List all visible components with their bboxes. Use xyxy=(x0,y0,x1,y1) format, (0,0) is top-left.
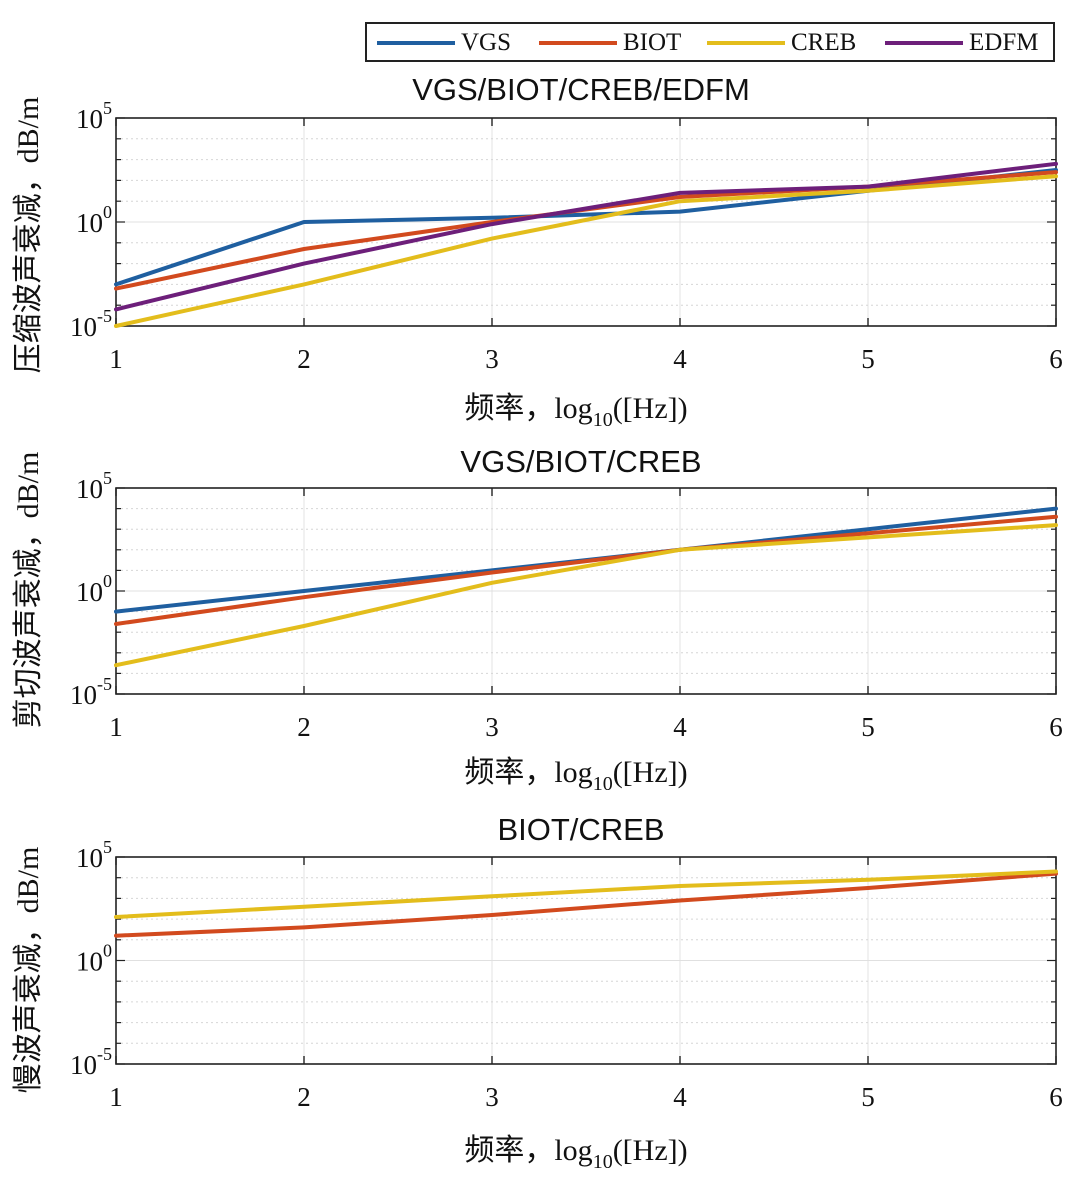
series-line-biot xyxy=(114,514,1058,626)
y-tick-label: 100 xyxy=(76,941,112,977)
y-tick-base: 10 xyxy=(76,947,103,977)
y-tick-base: 10 xyxy=(76,843,103,873)
x-axis-label-main: 频率，log xyxy=(464,1134,592,1167)
x-tick-label: 2 xyxy=(297,1082,311,1112)
x-tick-label: 1 xyxy=(109,1082,123,1112)
y-tick-base: 10 xyxy=(76,208,103,238)
x-tick-label: 6 xyxy=(1049,1082,1063,1112)
x-axis-label-unit: ([Hz]) xyxy=(613,756,688,789)
y-tick-exponent: 5 xyxy=(103,98,112,118)
x-axis-label-main: 频率，log xyxy=(464,756,592,789)
y-tick-exponent: -5 xyxy=(97,674,112,694)
y-tick-exponent: 5 xyxy=(103,468,112,488)
y-axis-label: 剪切波声衰减，dB/m xyxy=(12,452,45,729)
y-tick-base: 10 xyxy=(76,577,103,607)
legend-label-vgs: VGS xyxy=(461,29,512,56)
series-line-creb xyxy=(114,869,1058,919)
chart-title: VGS/BIOT/CREB xyxy=(460,444,701,479)
legend-label-creb: CREB xyxy=(791,29,857,56)
x-axis-label-subscript: 10 xyxy=(593,409,613,431)
y-tick-label: 105 xyxy=(76,837,112,873)
x-axis-label-main: 频率，log xyxy=(464,392,592,425)
x-tick-label: 2 xyxy=(297,712,311,742)
series-line-biot xyxy=(114,871,1058,938)
x-tick-label: 5 xyxy=(861,344,875,374)
y-tick-label: 105 xyxy=(76,468,112,504)
chart-title: VGS/BIOT/CREB/EDFM xyxy=(412,72,750,107)
y-tick-exponent: 0 xyxy=(103,941,112,961)
x-axis-label-unit: ([Hz]) xyxy=(613,1134,688,1167)
y-tick-label: 100 xyxy=(76,202,112,238)
x-tick-label: 4 xyxy=(673,1082,687,1112)
y-tick-base: 10 xyxy=(76,474,103,504)
x-tick-label: 2 xyxy=(297,344,311,374)
x-tick-label: 4 xyxy=(673,712,687,742)
y-tick-label: 105 xyxy=(76,98,112,134)
y-tick-label: 100 xyxy=(76,571,112,607)
x-tick-label: 5 xyxy=(861,712,875,742)
chart-title: BIOT/CREB xyxy=(497,812,664,847)
x-axis-label-unit: ([Hz]) xyxy=(613,392,688,425)
y-tick-exponent: 0 xyxy=(103,202,112,222)
x-axis-label-subscript: 10 xyxy=(593,1151,613,1173)
legend-item-biot: BIOT xyxy=(539,30,681,56)
legend-item-creb: CREB xyxy=(707,30,856,56)
x-axis-label-subscript: 10 xyxy=(593,773,613,795)
series-line-creb xyxy=(114,523,1058,668)
x-axis-label: 频率，log10([Hz]) xyxy=(464,756,687,795)
legend-item-vgs: VGS xyxy=(377,30,511,56)
y-tick-label: 10-5 xyxy=(70,1044,112,1080)
y-tick-base: 10 xyxy=(76,104,103,134)
series-line-edfm xyxy=(114,161,1058,312)
x-tick-label: 4 xyxy=(673,344,687,374)
legend-label-edfm: EDFM xyxy=(969,29,1039,56)
x-tick-label: 3 xyxy=(485,712,499,742)
x-tick-label: 5 xyxy=(861,1082,875,1112)
y-tick-exponent: -5 xyxy=(97,306,112,326)
x-axis-label: 频率，log10([Hz]) xyxy=(464,1134,687,1173)
x-tick-label: 3 xyxy=(485,344,499,374)
y-tick-exponent: 5 xyxy=(103,837,112,857)
y-tick-exponent: 0 xyxy=(103,571,112,591)
legend-swatch-biot xyxy=(539,41,617,45)
legend-swatch-vgs xyxy=(377,41,455,45)
grid xyxy=(115,117,1057,327)
legend: VGS BIOT CREB EDFM xyxy=(365,22,1055,62)
legend-label-biot: BIOT xyxy=(623,29,682,56)
x-tick-label: 6 xyxy=(1049,344,1063,374)
y-tick-exponent: -5 xyxy=(97,1044,112,1064)
x-tick-label: 6 xyxy=(1049,712,1063,742)
y-tick-base: 10 xyxy=(70,680,97,710)
y-axis-label: 压缩波声衰减，dB/m xyxy=(12,97,45,374)
legend-item-edfm: EDFM xyxy=(885,30,1038,56)
y-tick-label: 10-5 xyxy=(70,306,112,342)
x-tick-label: 1 xyxy=(109,344,123,374)
legend-swatch-edfm xyxy=(885,41,963,45)
series-line-creb xyxy=(114,174,1058,328)
legend-swatch-creb xyxy=(707,41,785,45)
y-axis-label: 慢波声衰减，dB/m xyxy=(12,847,45,1094)
x-tick-label: 3 xyxy=(485,1082,499,1112)
y-tick-label: 10-5 xyxy=(70,674,112,710)
y-tick-base: 10 xyxy=(70,1050,97,1080)
y-tick-base: 10 xyxy=(70,312,97,342)
x-axis-label: 频率，log10([Hz]) xyxy=(464,392,687,431)
x-tick-label: 1 xyxy=(109,712,123,742)
